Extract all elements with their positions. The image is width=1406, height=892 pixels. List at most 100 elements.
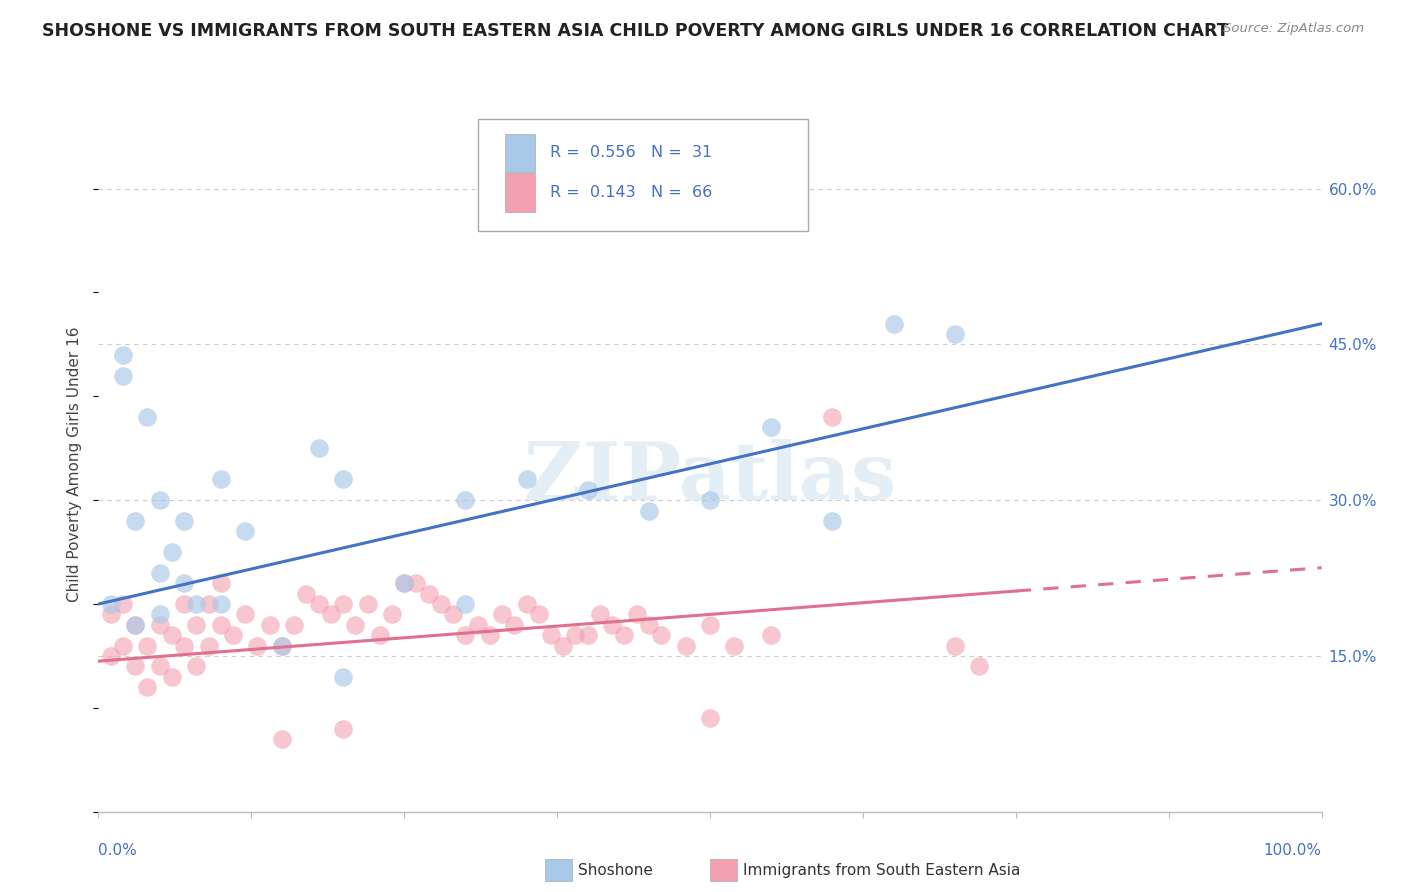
Point — [723, 639, 745, 653]
Point — [111, 348, 134, 362]
Point — [675, 639, 697, 653]
Point — [467, 617, 489, 632]
Point — [527, 607, 550, 622]
Point — [600, 617, 623, 632]
Point — [111, 639, 134, 653]
Point — [332, 670, 354, 684]
Point — [943, 639, 966, 653]
Point — [821, 514, 844, 528]
Point — [332, 597, 354, 611]
Point — [454, 597, 477, 611]
Point — [943, 326, 966, 341]
Point — [209, 576, 232, 591]
Point — [111, 597, 134, 611]
Text: Immigrants from South Eastern Asia: Immigrants from South Eastern Asia — [742, 863, 1021, 878]
Point — [124, 659, 146, 673]
Point — [553, 639, 575, 653]
Point — [650, 628, 672, 642]
Point — [209, 472, 232, 486]
Point — [186, 659, 208, 673]
Point — [613, 628, 636, 642]
Y-axis label: Child Poverty Among Girls Under 16: Child Poverty Among Girls Under 16 — [67, 326, 83, 601]
Point — [430, 597, 453, 611]
Point — [368, 628, 391, 642]
Point — [186, 597, 208, 611]
Point — [209, 617, 232, 632]
Point — [516, 472, 538, 486]
Point — [381, 607, 404, 622]
Point — [173, 639, 195, 653]
FancyBboxPatch shape — [546, 859, 572, 881]
Point — [136, 639, 159, 653]
Point — [699, 493, 721, 508]
Point — [233, 524, 256, 539]
Point — [283, 617, 305, 632]
Point — [392, 576, 416, 591]
Point — [308, 442, 330, 456]
Point — [478, 628, 501, 642]
Point — [124, 617, 146, 632]
Point — [270, 639, 294, 653]
Point — [638, 617, 661, 632]
Point — [491, 607, 513, 622]
Point — [308, 597, 330, 611]
Point — [356, 597, 378, 611]
Point — [821, 410, 844, 425]
Point — [149, 617, 172, 632]
Point — [589, 607, 612, 622]
Point — [173, 597, 195, 611]
Point — [319, 607, 342, 622]
Point — [332, 472, 354, 486]
Point — [270, 732, 294, 747]
Point — [270, 639, 294, 653]
Point — [259, 617, 281, 632]
Text: ZIPatlas: ZIPatlas — [524, 439, 896, 516]
Point — [454, 493, 477, 508]
Point — [149, 659, 172, 673]
Point — [967, 659, 990, 673]
Point — [124, 514, 146, 528]
Point — [761, 420, 783, 434]
Text: R =  0.556   N =  31: R = 0.556 N = 31 — [550, 145, 711, 161]
Point — [246, 639, 269, 653]
Point — [576, 483, 599, 497]
Point — [160, 545, 183, 559]
Point — [136, 680, 159, 694]
Point — [173, 576, 195, 591]
Point — [564, 628, 586, 642]
Point — [197, 639, 219, 653]
Point — [149, 493, 172, 508]
Point — [344, 617, 367, 632]
Point — [699, 711, 721, 725]
Text: R =  0.143   N =  66: R = 0.143 N = 66 — [550, 185, 711, 200]
FancyBboxPatch shape — [478, 120, 808, 231]
FancyBboxPatch shape — [710, 859, 737, 881]
Point — [124, 617, 146, 632]
Point — [332, 722, 354, 736]
Text: 0.0%: 0.0% — [98, 843, 138, 858]
Text: Source: ZipAtlas.com: Source: ZipAtlas.com — [1223, 22, 1364, 36]
Point — [503, 617, 526, 632]
Point — [111, 368, 134, 383]
Point — [626, 607, 648, 622]
Point — [149, 607, 172, 622]
Text: Shoshone: Shoshone — [578, 863, 652, 878]
Point — [576, 628, 599, 642]
Point — [160, 670, 183, 684]
Point — [160, 628, 183, 642]
Point — [173, 514, 195, 528]
Point — [209, 597, 232, 611]
Text: 100.0%: 100.0% — [1264, 843, 1322, 858]
Point — [883, 317, 905, 331]
FancyBboxPatch shape — [505, 173, 536, 211]
Point — [638, 503, 661, 517]
Point — [186, 617, 208, 632]
Point — [516, 597, 538, 611]
Point — [100, 648, 122, 663]
Point — [441, 607, 464, 622]
Point — [418, 587, 440, 601]
Point — [295, 587, 318, 601]
FancyBboxPatch shape — [505, 134, 536, 172]
Point — [454, 628, 477, 642]
Point — [392, 576, 416, 591]
